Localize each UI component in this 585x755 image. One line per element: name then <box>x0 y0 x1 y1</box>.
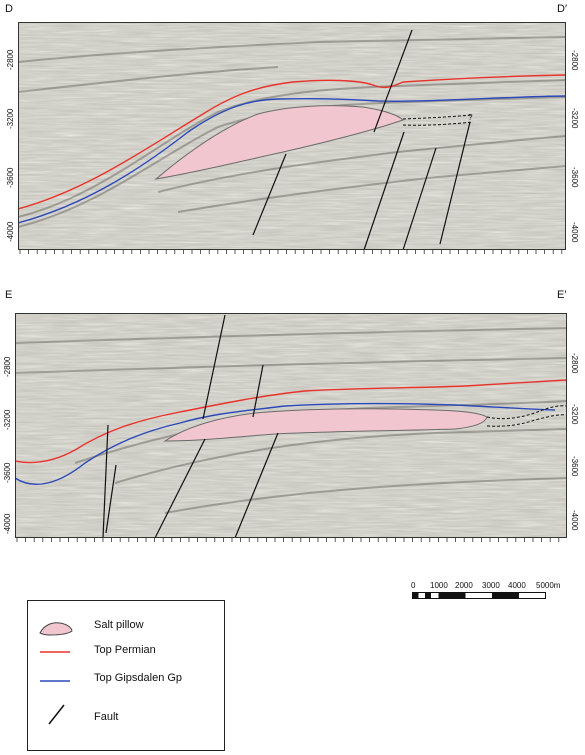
distance-ticks-d <box>18 250 566 255</box>
question-mark-d: ? <box>468 113 473 122</box>
depth-tick-d-left-2: -3200 <box>6 108 15 129</box>
scale-label-3000: 3000 <box>482 581 500 590</box>
depth-tick-e-left-4: -4000 <box>3 513 12 534</box>
depth-tick-d-right-2: -3200 <box>570 108 579 129</box>
seismic-section-d: ? <box>18 22 566 250</box>
depth-tick-e-right-3: -3600 <box>570 456 579 477</box>
depth-tick-d-right-1: -2800 <box>570 50 579 71</box>
depth-tick-d-left-1: -2800 <box>6 49 15 70</box>
depth-tick-e-right-4: -4000 <box>570 510 579 531</box>
top-permian-symbol <box>40 649 72 655</box>
depth-axis-right-d: -2800 -3200 -3600 -4000 <box>567 22 583 250</box>
fault-symbol <box>46 703 68 727</box>
depth-tick-d-left-3: -3600 <box>6 167 15 188</box>
scale-label-0: 0 <box>411 581 415 590</box>
scale-label-1000: 1000 <box>430 581 448 590</box>
depth-tick-e-left-2: -3200 <box>3 409 12 430</box>
section-d-right-label: D′ <box>557 3 567 15</box>
section-e-left-label: E <box>5 289 12 301</box>
scale-label-4000: 4000 <box>508 581 526 590</box>
legend-label-salt-pillow: Salt pillow <box>94 619 144 631</box>
depth-axis-left-e: -2800 -3200 -3600 -4000 <box>0 313 15 538</box>
scale-bar-graphic <box>412 591 548 601</box>
depth-tick-e-right-1: -2800 <box>570 353 579 374</box>
distance-ticks-e <box>15 538 567 543</box>
legend-label-top-gipsdalen: Top Gipsdalen Gp <box>94 672 182 684</box>
depth-axis-left-d: -2800 -3200 -3600 -4000 <box>2 22 18 250</box>
depth-tick-e-left-1: -2800 <box>3 356 12 377</box>
seismic-image-e <box>15 313 567 538</box>
legend-label-fault: Fault <box>94 711 118 723</box>
seismic-section-e <box>15 313 567 538</box>
legend: Salt pillow Top Permian Top Gipsdalen Gp… <box>27 600 225 751</box>
section-d-left-label: D <box>5 3 13 15</box>
salt-pillow-symbol <box>38 619 74 637</box>
seismic-image-d: ? <box>18 22 566 250</box>
depth-tick-d-right-3: -3600 <box>570 167 579 188</box>
depth-tick-e-left-3: -3600 <box>3 462 12 483</box>
depth-axis-right-e: -2800 -3200 -3600 -4000 <box>568 313 584 538</box>
depth-tick-d-right-4: -4000 <box>570 222 579 243</box>
depth-tick-e-right-2: -3200 <box>570 404 579 425</box>
scale-label-2000: 2000 <box>455 581 473 590</box>
legend-label-top-permian: Top Permian <box>94 644 156 656</box>
scale-label-5000m: 5000m <box>536 581 560 590</box>
depth-tick-d-left-4: -4000 <box>6 221 15 242</box>
top-gipsdalen-symbol <box>40 678 72 684</box>
section-e-right-label: E′ <box>557 289 566 301</box>
